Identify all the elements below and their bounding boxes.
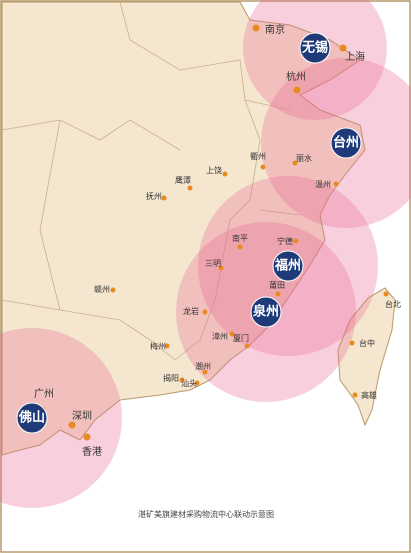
city-label: 厦门	[233, 333, 249, 343]
city-dot	[292, 160, 298, 166]
city-dot	[187, 185, 193, 191]
city-label: 鹰潭	[175, 175, 191, 185]
hub-label: 无锡	[301, 40, 328, 56]
city-dot	[293, 238, 299, 244]
taiwan	[337, 287, 396, 427]
city-dot	[260, 164, 266, 170]
city-label: 香港	[82, 446, 102, 458]
city-dot	[164, 343, 170, 349]
city-label: 台中	[359, 338, 375, 348]
city-label: 上饶	[206, 165, 222, 175]
city-label: 丽水	[296, 153, 312, 163]
hub-marker	[250, 296, 282, 328]
city-label: 汕头	[181, 378, 197, 388]
city-label: 高雄	[361, 390, 377, 400]
city-label: 揭阳	[163, 373, 179, 383]
city-dot	[339, 44, 347, 52]
city-label: 温州	[315, 180, 331, 189]
city-dot	[237, 244, 243, 250]
city-dot	[202, 369, 208, 375]
city-dot	[83, 433, 91, 441]
city-dot	[229, 331, 235, 337]
city-label: 三明	[205, 259, 221, 268]
city-dot	[110, 287, 116, 293]
city-label: 广州	[34, 388, 54, 400]
hub-marker	[299, 32, 331, 64]
city-dot	[68, 421, 76, 429]
hub-label: 台州	[333, 135, 359, 151]
city-dot	[218, 265, 224, 271]
mainland	[1, 1, 366, 456]
hub-label: 佛山	[18, 410, 45, 426]
caption: 湛矿美旗建材采购物流中心联动示意图	[138, 509, 274, 519]
city-dot	[352, 392, 358, 398]
hub-marker	[330, 127, 362, 159]
city-dot	[275, 291, 281, 297]
city-dot	[194, 380, 200, 386]
city-label: 南京	[265, 23, 285, 36]
city-dot	[202, 309, 208, 315]
city-label: 上海	[345, 50, 365, 63]
hub-label: 福州	[274, 258, 301, 274]
city-dot	[222, 171, 228, 177]
city-dot	[179, 377, 185, 383]
city-label: 龙岩	[183, 306, 199, 316]
city-dot	[161, 195, 167, 201]
city-label: 赣州	[94, 284, 110, 294]
city-dot	[333, 181, 339, 187]
city-label: 深圳	[72, 410, 92, 422]
city-label: 潮州	[195, 361, 211, 371]
city-label: 莆田	[269, 280, 285, 290]
city-label: 衢州	[250, 151, 266, 161]
city-label: 宁德	[277, 236, 293, 246]
city-label: 杭州	[286, 70, 306, 83]
city-dot	[349, 340, 355, 346]
hub-marker	[272, 250, 304, 282]
city-label: 梅州	[150, 341, 166, 351]
city-dot	[293, 86, 301, 94]
hub-marker	[16, 402, 48, 434]
city-dot	[383, 291, 389, 297]
borders	[1, 1, 301, 361]
city-label: 南平	[232, 233, 248, 243]
city-label: 台北	[385, 299, 401, 309]
zone	[0, 328, 122, 508]
city-label: 漳州	[212, 331, 228, 341]
city-label: 抚州	[146, 191, 162, 201]
city-dot	[252, 24, 260, 32]
hub-label: 泉州	[253, 304, 279, 320]
city-dot	[244, 343, 250, 349]
